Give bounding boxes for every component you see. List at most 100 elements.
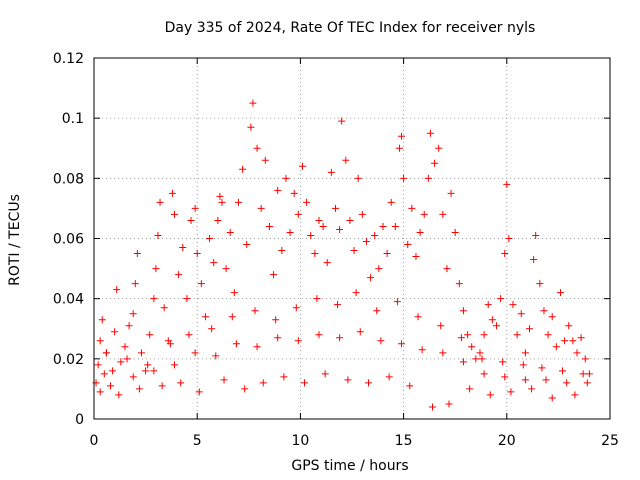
data-point <box>292 304 300 312</box>
data-point <box>362 238 370 246</box>
data-point <box>406 382 414 390</box>
data-point <box>513 331 521 339</box>
data-point <box>447 189 455 197</box>
data-point <box>146 331 154 339</box>
data-point <box>499 358 507 366</box>
data-point <box>400 174 408 182</box>
data-point <box>395 144 403 152</box>
data-point <box>327 168 335 176</box>
data-point <box>517 310 525 318</box>
data-point <box>158 382 166 390</box>
data-point <box>519 361 527 369</box>
data-point <box>559 367 567 375</box>
data-point <box>319 222 327 230</box>
data-point <box>466 385 474 393</box>
data-point <box>367 274 375 282</box>
data-point <box>488 316 496 324</box>
data-point <box>526 325 534 333</box>
x-tick-label: 0 <box>90 433 99 449</box>
data-point <box>123 355 131 363</box>
data-point <box>253 343 261 351</box>
data-point <box>247 123 255 131</box>
y-tick-label: 0.04 <box>53 292 84 308</box>
data-point <box>538 364 546 372</box>
data-point <box>416 228 424 236</box>
data-point <box>342 156 350 164</box>
data-point <box>437 322 445 330</box>
data-point <box>298 162 306 170</box>
data-point <box>168 189 176 197</box>
data-point <box>377 337 385 345</box>
data-point <box>129 310 137 318</box>
data-point <box>142 367 150 375</box>
x-tick-label: 15 <box>395 433 413 449</box>
data-point <box>150 295 158 303</box>
data-point <box>226 228 234 236</box>
data-point <box>532 231 540 239</box>
y-tick-label: 0.06 <box>53 232 84 248</box>
data-point <box>175 271 183 279</box>
data-point <box>548 313 556 321</box>
x-tick-label: 5 <box>193 433 202 449</box>
data-point <box>503 180 511 188</box>
data-point <box>509 301 517 309</box>
data-point <box>230 289 238 297</box>
data-point <box>280 373 288 381</box>
data-point <box>193 250 201 258</box>
data-point <box>393 298 401 306</box>
data-point <box>412 253 420 261</box>
x-tick-labels: 0 5 10 15 20 25 <box>90 433 619 449</box>
x-axis-label: GPS time / hours <box>291 458 408 474</box>
data-point <box>170 210 178 218</box>
data-point <box>313 295 321 303</box>
data-point <box>383 250 391 258</box>
data-point <box>455 280 463 288</box>
axis-ticks <box>93 57 611 420</box>
data-point <box>414 313 422 321</box>
data-point <box>331 204 339 212</box>
data-point <box>445 400 453 408</box>
data-point <box>307 231 315 239</box>
data-point <box>294 210 302 218</box>
data-point <box>232 340 240 348</box>
data-point <box>191 204 199 212</box>
data-point <box>208 325 216 333</box>
chart-title: Day 335 of 2024, Rate Of TEC Index for r… <box>165 20 536 36</box>
data-point <box>94 361 102 369</box>
data-point <box>478 355 486 363</box>
data-point <box>129 373 137 381</box>
data-point <box>480 370 488 378</box>
data-point <box>274 334 282 342</box>
data-point <box>183 295 191 303</box>
data-point <box>177 379 185 387</box>
data-point <box>282 174 290 182</box>
data-point <box>565 322 573 330</box>
data-point <box>336 334 344 342</box>
data-point <box>321 370 329 378</box>
data-point <box>197 280 205 288</box>
data-point <box>239 165 247 173</box>
data-point <box>249 99 257 107</box>
data-point <box>234 198 242 206</box>
data-point <box>259 379 267 387</box>
data-point <box>573 349 581 357</box>
data-point <box>428 403 436 411</box>
data-point <box>497 295 505 303</box>
data-point <box>220 376 228 384</box>
data-point <box>556 289 564 297</box>
data-point <box>544 331 552 339</box>
data-point <box>346 216 354 224</box>
data-point <box>107 382 115 390</box>
data-point <box>115 391 123 399</box>
data-point <box>294 337 302 345</box>
data-point <box>241 385 249 393</box>
y-tick-label: 0.12 <box>53 51 84 67</box>
data-point <box>113 286 121 294</box>
data-point <box>536 280 544 288</box>
data-point <box>356 328 364 336</box>
data-point <box>216 192 224 200</box>
data-point <box>379 222 387 230</box>
data-point <box>121 343 129 351</box>
data-point <box>420 210 428 218</box>
